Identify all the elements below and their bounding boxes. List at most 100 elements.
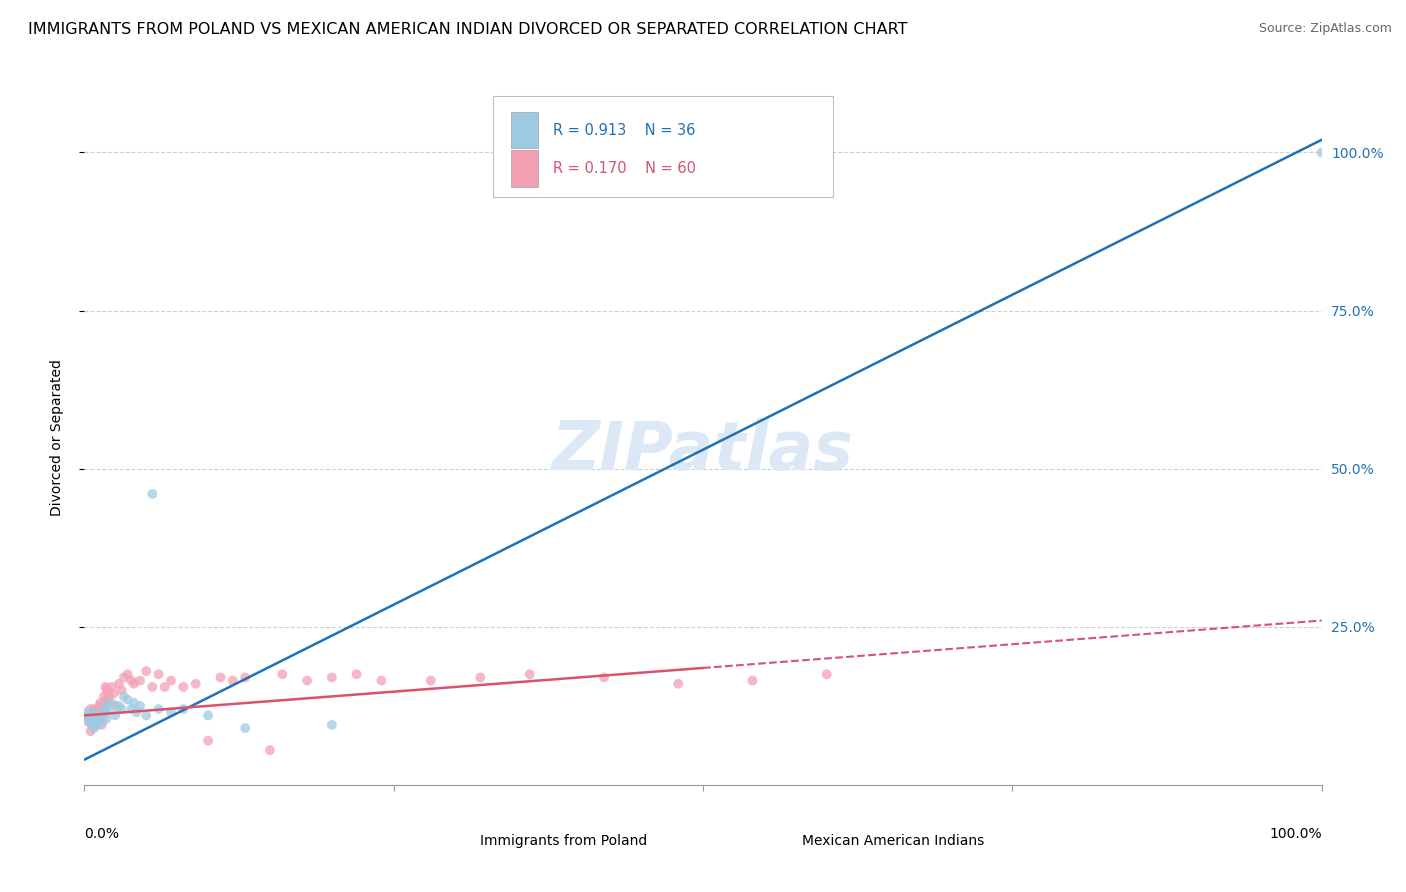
Point — [93, 702, 115, 716]
Point — [110, 683, 132, 698]
Point — [79, 724, 101, 739]
Point — [94, 705, 117, 719]
Point — [135, 664, 157, 678]
Text: Mexican American Indians: Mexican American Indians — [801, 834, 984, 847]
Text: 100.0%: 100.0% — [1270, 827, 1322, 840]
Point — [148, 667, 170, 681]
Point — [197, 733, 219, 747]
FancyBboxPatch shape — [512, 151, 538, 186]
Point — [197, 708, 219, 723]
Point — [93, 690, 115, 704]
Point — [120, 702, 142, 716]
Point — [125, 705, 148, 719]
FancyBboxPatch shape — [450, 827, 471, 855]
Point — [96, 692, 118, 706]
Point — [122, 677, 145, 691]
Point — [86, 705, 108, 719]
Point — [141, 487, 163, 501]
Point — [77, 712, 100, 726]
Point — [89, 698, 111, 713]
Point — [120, 673, 142, 688]
Point — [82, 705, 104, 719]
Point — [346, 667, 368, 681]
Point — [129, 673, 152, 688]
Point — [91, 708, 114, 723]
Point — [259, 743, 281, 757]
FancyBboxPatch shape — [492, 96, 832, 197]
Point — [76, 708, 98, 723]
Point — [91, 714, 114, 729]
Point — [110, 702, 132, 716]
Point — [295, 673, 318, 688]
Text: R = 0.913    N = 36: R = 0.913 N = 36 — [554, 123, 696, 137]
FancyBboxPatch shape — [770, 827, 793, 855]
Point — [94, 680, 117, 694]
Point — [172, 702, 194, 716]
Point — [100, 696, 122, 710]
Text: Source: ZipAtlas.com: Source: ZipAtlas.com — [1258, 22, 1392, 36]
Point — [79, 708, 101, 723]
Point — [233, 721, 256, 735]
Point — [83, 721, 105, 735]
Point — [100, 680, 122, 694]
Point — [419, 673, 441, 688]
Point — [87, 714, 110, 729]
Point — [98, 702, 121, 716]
Point — [321, 670, 343, 684]
Point — [98, 690, 121, 704]
Point — [76, 705, 98, 719]
Point — [470, 670, 492, 684]
Point — [82, 705, 104, 719]
Point — [1310, 145, 1333, 160]
Point — [82, 712, 104, 726]
Point — [148, 702, 170, 716]
Point — [84, 714, 107, 729]
Point — [172, 680, 194, 694]
Point — [160, 673, 183, 688]
Point — [519, 667, 541, 681]
Point — [153, 680, 176, 694]
Point — [160, 705, 183, 719]
Point — [79, 712, 101, 726]
Point — [104, 708, 127, 723]
Point — [77, 714, 100, 729]
Point — [97, 696, 120, 710]
Point — [96, 683, 118, 698]
Point — [90, 718, 112, 732]
Point — [222, 673, 245, 688]
Point — [593, 670, 616, 684]
Text: ZIPatlas: ZIPatlas — [553, 418, 853, 484]
Point — [87, 718, 110, 732]
Point — [84, 718, 107, 732]
Y-axis label: Divorced or Separated: Divorced or Separated — [49, 359, 63, 516]
Point — [83, 714, 105, 729]
Point — [741, 673, 763, 688]
Point — [112, 670, 135, 684]
Point — [135, 708, 157, 723]
Point — [117, 692, 139, 706]
Point — [666, 677, 689, 691]
Point — [89, 708, 111, 723]
Point — [89, 712, 111, 726]
Point — [321, 718, 343, 732]
Point — [91, 698, 114, 713]
Point — [141, 680, 163, 694]
Point — [112, 690, 135, 704]
Point — [233, 670, 256, 684]
Point — [815, 667, 838, 681]
Point — [80, 718, 103, 732]
Text: Immigrants from Poland: Immigrants from Poland — [481, 834, 648, 847]
Text: R = 0.170    N = 60: R = 0.170 N = 60 — [554, 161, 696, 176]
Point — [86, 712, 108, 726]
Text: IMMIGRANTS FROM POLAND VS MEXICAN AMERICAN INDIAN DIVORCED OR SEPARATED CORRELAT: IMMIGRANTS FROM POLAND VS MEXICAN AMERIC… — [28, 22, 908, 37]
Text: 0.0%: 0.0% — [84, 827, 120, 840]
Point — [104, 698, 127, 713]
Point — [271, 667, 294, 681]
Point — [80, 718, 103, 732]
Point — [122, 696, 145, 710]
Point — [108, 698, 131, 713]
Point — [86, 712, 108, 726]
Point — [184, 677, 207, 691]
Point — [370, 673, 392, 688]
Point — [93, 698, 115, 713]
